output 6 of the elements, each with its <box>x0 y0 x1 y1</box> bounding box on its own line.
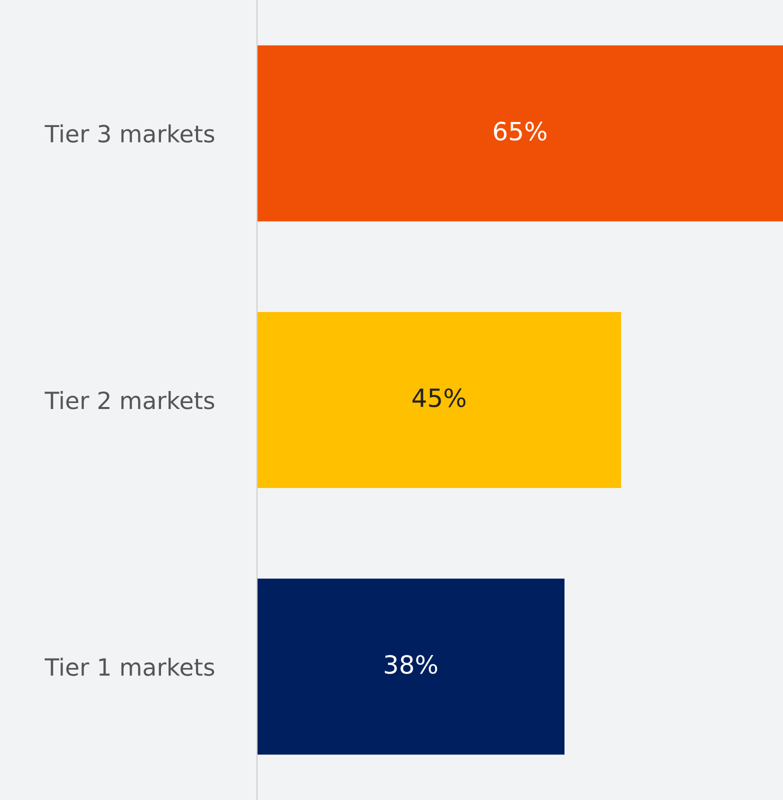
y-tick-label: Tier 3 markets <box>44 124 214 143</box>
y-tick-label: Tier 2 markets <box>44 391 214 410</box>
data-label: 38% <box>384 655 438 674</box>
data-label: 65% <box>494 122 546 141</box>
data-label: 45% <box>412 388 466 408</box>
y-tick-label: Tier 1 markets <box>44 658 214 676</box>
